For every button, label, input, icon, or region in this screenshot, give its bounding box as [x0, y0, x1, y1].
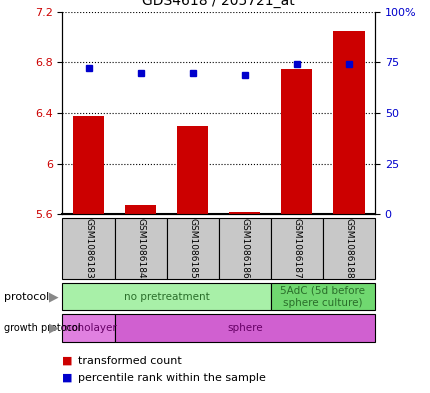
Text: ■: ■ [61, 373, 72, 383]
Bar [280, 69, 312, 214]
Title: GDS4618 / 205721_at: GDS4618 / 205721_at [142, 0, 295, 8]
Bar [114, 314, 374, 342]
Text: transformed count: transformed count [77, 356, 181, 366]
Bar [73, 116, 104, 214]
Bar [125, 205, 156, 214]
Text: GSM1086187: GSM1086187 [292, 218, 301, 279]
Bar [270, 283, 374, 310]
Text: 5AdC (5d before
sphere culture): 5AdC (5d before sphere culture) [280, 286, 365, 307]
Text: ■: ■ [61, 356, 72, 366]
Text: GSM1086185: GSM1086185 [188, 218, 197, 279]
Text: ▶: ▶ [49, 321, 58, 335]
Bar [166, 218, 218, 279]
Text: sphere: sphere [227, 323, 262, 333]
Text: GSM1086183: GSM1086183 [84, 218, 93, 279]
Bar [322, 218, 374, 279]
Text: growth protocol: growth protocol [4, 323, 81, 333]
Text: protocol: protocol [4, 292, 49, 302]
Bar [114, 218, 166, 279]
Text: GSM1086186: GSM1086186 [240, 218, 249, 279]
Text: no pretreatment: no pretreatment [123, 292, 209, 302]
Bar [177, 126, 208, 214]
Text: monolayer: monolayer [61, 323, 116, 333]
Text: GSM1086188: GSM1086188 [344, 218, 353, 279]
Bar [62, 314, 114, 342]
Bar [62, 218, 114, 279]
Text: GSM1086184: GSM1086184 [136, 218, 145, 279]
Text: ▶: ▶ [49, 290, 58, 303]
Bar [229, 212, 260, 214]
Bar [62, 283, 270, 310]
Bar [332, 31, 364, 214]
Text: percentile rank within the sample: percentile rank within the sample [77, 373, 265, 383]
Bar [270, 218, 322, 279]
Bar [218, 218, 270, 279]
